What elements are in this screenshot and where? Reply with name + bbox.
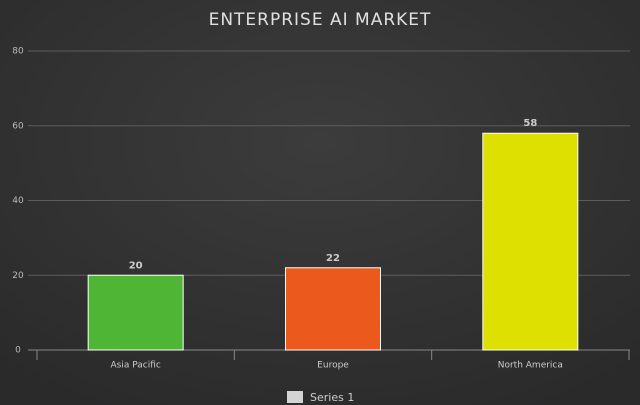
y-tick-label: 40 xyxy=(12,196,24,206)
legend-swatch xyxy=(287,391,303,403)
y-tick-label: 0 xyxy=(15,346,21,356)
chart-title: ENTERPRISE AI MARKET xyxy=(209,10,432,30)
data-label: 20 xyxy=(129,260,143,271)
data-label: 22 xyxy=(326,253,340,264)
bar xyxy=(285,267,381,351)
legend-label: Series 1 xyxy=(310,391,354,404)
bar xyxy=(482,132,579,351)
bar xyxy=(87,274,184,351)
y-tick-label: 80 xyxy=(12,47,24,57)
x-tick-label: Europe xyxy=(317,361,349,371)
y-tick-label: 20 xyxy=(12,271,24,281)
data-label: 58 xyxy=(523,118,537,129)
x-tick-label: Asia Pacific xyxy=(111,361,161,371)
y-tick-label: 60 xyxy=(12,121,24,131)
x-tick-label: North America xyxy=(498,361,563,371)
